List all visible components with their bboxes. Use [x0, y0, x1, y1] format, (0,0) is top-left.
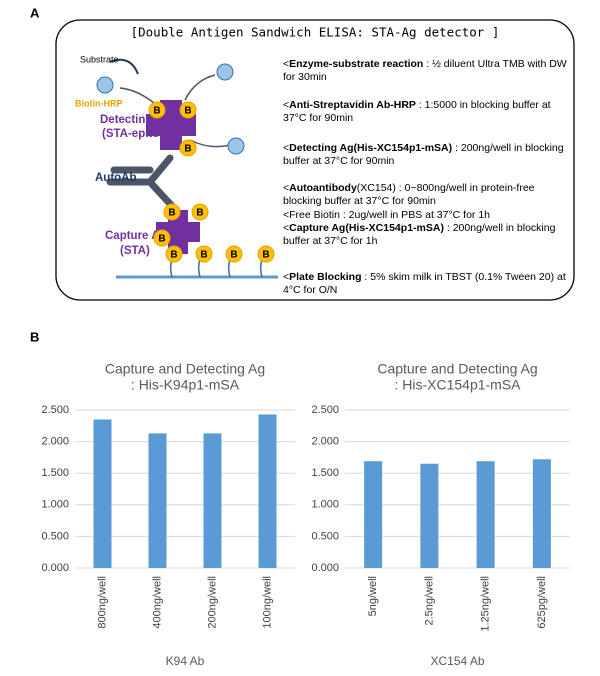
step-text: : ½ diluent Ultra TMB with DW for 30min [283, 58, 567, 83]
biotin-label: B [158, 234, 165, 245]
biotin-label: B [200, 250, 207, 261]
y-tick-label: 2.000 [311, 436, 339, 448]
x-tick-label: 400ng/well [151, 576, 163, 629]
step-text: < [283, 222, 290, 234]
x-tick-label: 1.25ng/well [480, 576, 492, 632]
biotin-label: B [262, 250, 269, 261]
biotin [225, 245, 243, 263]
x-tick-label: 625pg/well [536, 576, 548, 629]
step-text: Anti-Streptavidin Ab-HRP [289, 99, 416, 111]
bar [93, 419, 112, 568]
step: <Enzyme-substrate reaction : ½ diluent U… [283, 58, 573, 84]
bar [532, 459, 551, 568]
biotin [163, 203, 181, 221]
linkers [169, 250, 267, 278]
y-tick-label: 2.500 [311, 404, 339, 416]
substrate-label: Substrate [80, 54, 119, 64]
step: <Detecting Ag(His-XC154p1-mSA) : 200ng/w… [283, 142, 573, 168]
bar [258, 414, 277, 568]
bar [148, 433, 167, 568]
x-tick-label: 200ng/well [206, 576, 218, 629]
x-axis-label: XC154 Ab [430, 654, 484, 668]
step-text: < [283, 99, 290, 111]
autoantibody [106, 154, 176, 210]
y-tick-label: 0.500 [311, 530, 339, 542]
step-text: < [283, 58, 290, 70]
biotin-label: B [184, 144, 191, 155]
biotin [191, 203, 209, 221]
step-text: <Free Biotin : 2ug/well in PBS at 37°C f… [283, 209, 491, 221]
biotin-label: B [196, 208, 203, 219]
chart-title: Capture and Detecting Ag [377, 361, 537, 377]
biotin [195, 245, 213, 263]
step-text: Autoantibody [289, 182, 357, 194]
autoab-label: AutoAb [95, 172, 137, 184]
step: <Anti-Streptavidin Ab-HRP : 1:5000 in bl… [283, 99, 573, 125]
chart-title: Capture and Detecting Ag [105, 361, 265, 377]
x-tick-label: 5ng/well [367, 576, 379, 616]
chart-subtitle: : His-K94p1-mSA [131, 377, 240, 393]
y-tick-label: 1.000 [41, 499, 69, 511]
biotin [165, 245, 183, 263]
panel-label: B [30, 329, 39, 344]
y-tick-label: 0.500 [41, 530, 69, 542]
step: <Free Biotin : 2ug/well in PBS at 37°C f… [283, 209, 573, 222]
step-text: : 200ng/well in blocking buffer at 37°C … [283, 142, 564, 167]
hrp [216, 63, 234, 81]
capture-ag-sub: (STA) [120, 245, 150, 257]
step: <Plate Blocking : 5% skim milk in TBST (… [283, 271, 573, 297]
biotin [179, 101, 197, 119]
step-text: Detecting Ag(His-XC154p1-mSA) [289, 142, 453, 154]
biotin [179, 139, 197, 157]
x-tick-label: 800ng/well [96, 576, 108, 629]
bar [203, 433, 222, 568]
step-text: (XC154) : 0~800ng/well in protein-free b… [283, 182, 535, 207]
y-tick-label: 0.000 [311, 562, 339, 574]
y-tick-label: 2.000 [41, 436, 69, 448]
biotin-label: B [184, 106, 191, 117]
hrp [96, 76, 114, 94]
step: <Autoantibody(XC154) : 0~800ng/well in p… [283, 182, 573, 208]
step-text: : 5% skim milk in TBST (0.1% Tween 20) a… [283, 271, 566, 296]
biotin-hrp-label: Biotin-HRP [75, 98, 123, 108]
capture-ag [156, 210, 200, 254]
substrate-arrow [109, 58, 139, 75]
x-tick-label: 2.5ng/well [423, 576, 435, 626]
biotin-label: B [170, 250, 177, 261]
step: <Capture Ag(His-XC154p1-mSA) : 200ng/wel… [283, 222, 573, 248]
step-text: Enzyme-substrate reaction [289, 58, 424, 70]
diagram-title: [Double Antigen Sandwich ELISA: STA-Ag d… [131, 25, 500, 40]
panel-label: A [30, 5, 40, 20]
biotin-label: B [168, 208, 175, 219]
y-tick-label: 1.500 [311, 467, 339, 479]
biotin [257, 245, 275, 263]
detecting-ag [146, 100, 196, 150]
y-tick-label: 1.000 [311, 499, 339, 511]
detecting-ag-sub: (STA-epitope) [102, 128, 177, 140]
step-text: Plate Blocking [289, 271, 362, 283]
chart-subtitle: : His-XC154p1-mSA [394, 377, 521, 393]
biotin-label: B [153, 106, 160, 117]
biotin [153, 229, 171, 247]
biotin-label: B [230, 250, 237, 261]
step-text: < [283, 182, 290, 194]
step-text: < [283, 142, 290, 154]
step-text: < [283, 271, 290, 283]
step-text: Capture Ag(His-XC154p1-mSA) [289, 222, 444, 234]
biotin [148, 101, 166, 119]
y-tick-label: 1.500 [41, 467, 69, 479]
bar [420, 463, 439, 568]
y-tick-label: 2.500 [41, 404, 69, 416]
x-tick-label: 100ng/well [261, 576, 273, 629]
x-axis-label: K94 Ab [166, 654, 205, 668]
step-text: : 1:5000 in blocking buffer at 37°C for … [283, 99, 551, 124]
y-tick-label: 0.000 [41, 562, 69, 574]
capture-ag-label: Capture Ag [105, 230, 167, 242]
step-text: : 200ng/well in blocking buffer at 37°C … [283, 222, 556, 247]
hrp [227, 137, 245, 155]
bar [364, 461, 383, 568]
bar [476, 461, 495, 568]
